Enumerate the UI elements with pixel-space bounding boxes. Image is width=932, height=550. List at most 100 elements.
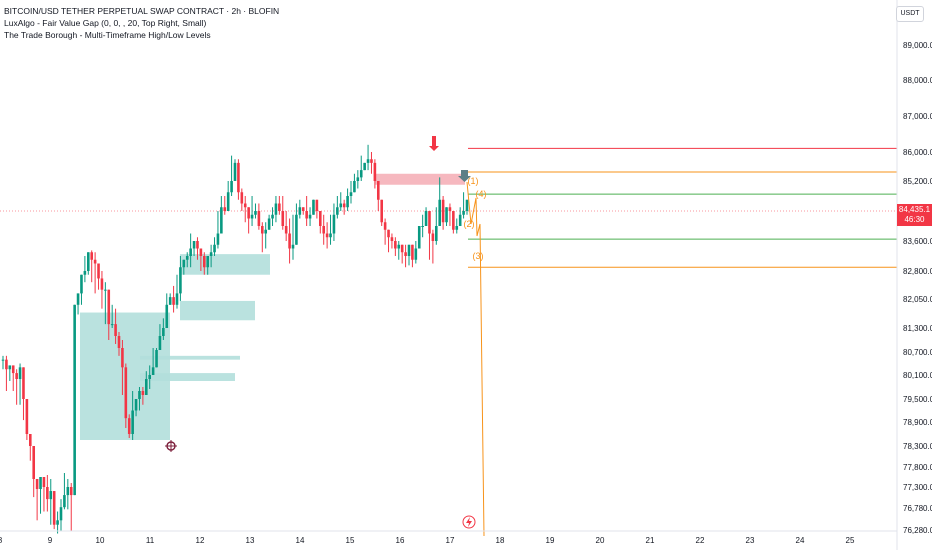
candle-body <box>93 259 97 264</box>
candle-body <box>86 252 90 271</box>
y-tick-label: 82,800.0 <box>903 267 932 276</box>
last-price-tag: 84,435.1 46:30 <box>897 204 932 226</box>
candle-body <box>305 211 308 219</box>
x-tick-label: 14 <box>296 536 305 545</box>
candle <box>291 214 295 260</box>
candle-body <box>185 256 189 260</box>
candle <box>90 250 94 283</box>
candle <box>5 355 8 391</box>
candle-body <box>148 375 152 379</box>
candle-body <box>291 244 295 249</box>
candle <box>213 237 216 256</box>
wave-label: (4) <box>476 189 487 199</box>
candle-body <box>346 196 349 208</box>
candle <box>223 196 227 215</box>
candle-body <box>230 181 233 193</box>
y-tick-label: 76,280.0 <box>903 526 932 535</box>
candles <box>1 144 469 534</box>
candle-body <box>97 263 100 279</box>
candle <box>52 491 56 530</box>
candle <box>271 207 274 226</box>
candle <box>131 391 134 440</box>
candle-body <box>165 304 169 328</box>
candle-body <box>162 328 165 336</box>
candle-body <box>363 162 366 171</box>
candle-body <box>417 226 421 249</box>
candle <box>465 199 469 215</box>
x-tick-label: 10 <box>96 536 105 545</box>
candle <box>220 196 223 234</box>
candle <box>100 271 104 309</box>
currency-button[interactable]: USDT <box>896 6 924 22</box>
candle <box>431 229 435 264</box>
candle-body <box>189 248 192 256</box>
candle <box>124 363 128 428</box>
candle-body <box>25 399 29 434</box>
candle <box>11 365 15 391</box>
candle <box>414 241 418 264</box>
candle-body <box>349 192 353 196</box>
candle-body <box>179 267 182 294</box>
wave-label: (2) <box>464 219 475 229</box>
candle <box>233 159 237 181</box>
candle-body <box>397 244 401 249</box>
candle-body <box>342 203 346 208</box>
candle <box>339 192 343 211</box>
candle-body <box>144 379 148 395</box>
candle-body <box>373 162 377 181</box>
candle <box>237 159 240 200</box>
candle <box>353 173 356 193</box>
x-tick-label: 11 <box>146 536 155 545</box>
x-tick-label: 25 <box>846 536 855 545</box>
candle <box>274 196 278 223</box>
candle-body <box>175 293 179 305</box>
candle-body <box>336 207 339 215</box>
candle-body <box>158 336 162 350</box>
candle <box>209 244 213 268</box>
indicator-hl-levels-label[interactable]: The Trade Borough - Multi-Timeframe High… <box>4 30 211 40</box>
candle <box>264 222 268 249</box>
candle-body <box>257 211 261 226</box>
candle <box>121 340 124 395</box>
candle <box>342 199 346 215</box>
candle <box>312 199 315 215</box>
candle-body <box>192 241 196 249</box>
candle <box>308 207 312 226</box>
candle-body <box>301 207 305 211</box>
candle <box>172 285 175 313</box>
candle <box>452 211 455 234</box>
candle-body <box>32 446 36 479</box>
candle <box>356 170 360 189</box>
down-arrow-icon <box>429 136 439 151</box>
candle-body <box>295 214 298 245</box>
y-tick-label: 77,300.0 <box>903 483 932 492</box>
fair-value-gap-zones <box>80 173 465 440</box>
candle <box>305 196 308 226</box>
candle <box>192 241 196 256</box>
candle <box>254 203 257 219</box>
candle-body <box>271 214 274 219</box>
candle-body <box>366 159 370 163</box>
candle <box>267 214 271 230</box>
candle-body <box>298 207 302 215</box>
candle-body <box>155 350 158 368</box>
candle <box>42 477 46 512</box>
candle <box>407 244 411 266</box>
symbol-title: BITCOIN/USD TETHER PERPETUAL SWAP CONTRA… <box>4 6 280 16</box>
candle-body <box>131 410 134 434</box>
bullish-fvg-zone <box>180 300 255 321</box>
candle <box>394 237 397 256</box>
candle <box>141 387 145 405</box>
x-tick-label: 24 <box>796 536 805 545</box>
candle-body <box>39 477 42 490</box>
indicator-fvg-label[interactable]: LuxAlgo - Fair Value Gap (0, 0, , 20, To… <box>4 18 207 28</box>
candle-body <box>138 391 141 399</box>
candle-body <box>448 207 452 211</box>
candle-body <box>52 491 56 525</box>
candle <box>206 256 210 275</box>
bearish-fvg-zone <box>375 173 465 185</box>
candle-body <box>264 229 268 234</box>
crosshair-target-icon <box>165 440 177 452</box>
candle <box>15 369 18 405</box>
